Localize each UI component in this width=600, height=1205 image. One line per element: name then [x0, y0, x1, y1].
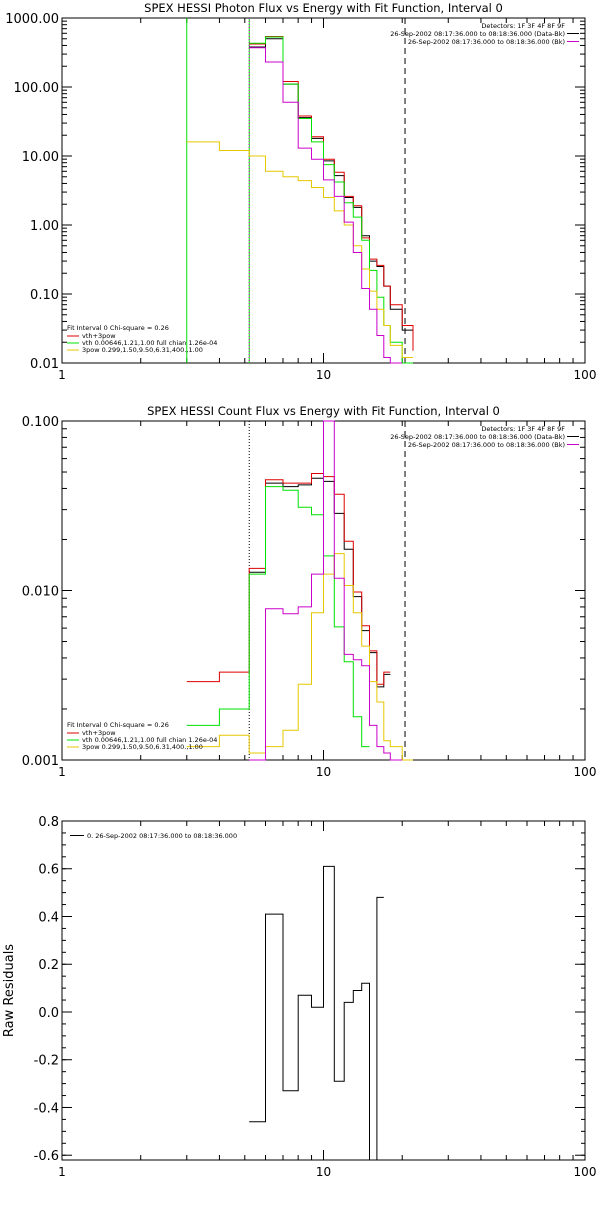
x-tick-label: 1 [58, 1165, 66, 1179]
chart-panel-2: SPEX HESSI Count Flux vs Energy with Fit… [22, 404, 597, 779]
legend-topright-text: 26-Sep-2002 08:17:36.000 to 08:18:36.000… [390, 30, 565, 38]
series-line-data-bk [249, 477, 391, 688]
legend-topright-text: Detectors: 1F 3F 4F 8F 9F [481, 425, 565, 433]
legend-fit-header: Fit Interval 0 Chi-square = 0.26 [67, 721, 169, 729]
legend-item-text: 3pow 0.299,1.50,9.50,6.31,400.,1.00 [82, 743, 203, 751]
y-tick-label: -0.4 [34, 1101, 59, 1116]
x-tick-label: 10 [316, 368, 331, 382]
x-tick-label: 10 [316, 765, 331, 779]
x-tick-label: 100 [574, 765, 597, 779]
y-tick-label: 0.01 [30, 357, 59, 372]
legend-item-text: vth+3pow [82, 332, 116, 340]
x-tick-label: 10 [316, 1165, 331, 1179]
chart-title: SPEX HESSI Photon Flux vs Energy with Fi… [144, 1, 503, 15]
legend-item-text: 3pow 0.299,1.50,9.50,6.31,400.,1.00 [82, 346, 203, 354]
y-tick-label: -0.2 [34, 1054, 59, 1069]
series-line-residuals [249, 865, 384, 1161]
y-tick-label: 0.001 [22, 754, 59, 769]
y-tick-label: 1000.00 [5, 12, 59, 27]
chart-panel-3: 1 10 100 0.8 0.6 0.4 0.2 0.0 -0.2 -0.4 -0.6 Raw Res… [2, 815, 596, 1179]
series-line-vth-3pow [186, 473, 391, 685]
legend-item-text: vth+3pow [82, 729, 116, 737]
y-tick-label: 0.100 [22, 415, 59, 430]
legend-topright-text: 26-Sep-2002 08:17:36.000 to 08:18:36.000… [390, 433, 565, 441]
series-line-vth [249, 36, 413, 364]
y-axis-label: Raw Residuals [2, 944, 17, 1037]
y-tick-label: 0.6 [38, 863, 59, 878]
legend-topright-text: 26-Sep-2002 08:17:36.000 to 08:18:36.000… [408, 38, 565, 46]
y-tick-label: 0.4 [38, 910, 59, 925]
series-line-bk [249, 420, 403, 761]
y-tick-label: -0.6 [34, 1149, 59, 1164]
y-tick-label: 10.00 [22, 150, 59, 165]
y-tick-label: 0.8 [38, 815, 59, 830]
legend-topright-text: Detectors: 1F 3F 4F 8F 9F [481, 22, 565, 30]
series-line-vth [186, 486, 370, 748]
legend-fit-header: Fit Interval 0 Chi-square = 0.26 [67, 324, 169, 332]
y-tick-label: 0.10 [30, 288, 59, 303]
legend-topleft-text: 0. 26-Sep-2002 08:17:36.000 to 08:18:36.… [87, 832, 237, 840]
series-line-3pow [186, 553, 413, 761]
x-tick-label: 1 [58, 368, 66, 382]
y-tick-label: 1.00 [30, 219, 59, 234]
x-tick-label: 1 [58, 765, 66, 779]
legend-item-text: vth 0.00646,1.21,1.00 full chian 1.26e-0… [82, 339, 217, 347]
chart-panel-1: SPEX HESSI Photon Flux vs Energy with Fi… [5, 1, 596, 382]
y-tick-label: 100.00 [14, 81, 60, 96]
series-line-3pow [186, 141, 413, 358]
y-tick-label: 0.2 [38, 958, 59, 973]
x-tick-label: 100 [574, 368, 597, 382]
series-line-vth-3pow [249, 36, 414, 351]
x-tick-label: 100 [574, 1165, 597, 1179]
series-line-bk [249, 47, 403, 364]
legend-item-text: vth 0.00646,1.21,1.00 full chian 1.26e-0… [82, 736, 217, 744]
chart-title: SPEX HESSI Count Flux vs Energy with Fit… [147, 404, 500, 418]
y-tick-label: 0.0 [38, 1006, 59, 1021]
legend-topright-text: 26-Sep-2002 08:17:36.000 to 08:18:36.000… [408, 441, 565, 449]
y-tick-label: 0.010 [22, 585, 59, 600]
